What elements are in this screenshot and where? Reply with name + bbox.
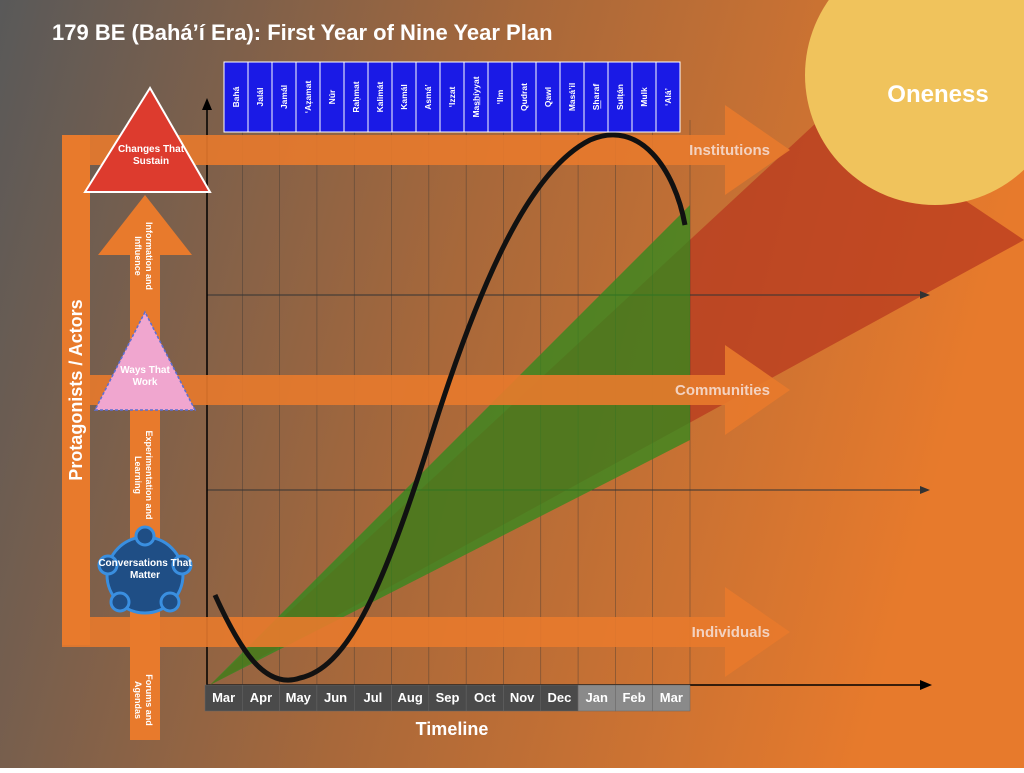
month-cell (615, 684, 653, 712)
month-label: Oct (474, 690, 496, 705)
month-label: Jun (324, 690, 347, 705)
bahai-month-label: Jalál (255, 88, 265, 107)
stage-label: Ways That Work (120, 365, 170, 388)
bahai-month-cell (247, 61, 273, 133)
level-label: Communities (675, 382, 770, 399)
month-cell (465, 684, 504, 712)
bahai-month-label: ‘Alá’ (663, 88, 673, 106)
bahai-month-label: Mas͟híyyat (471, 76, 481, 117)
bahai-month-label: Raḥmat (351, 81, 361, 112)
x-axis-label: Timeline (416, 719, 489, 739)
bahai-month-cell (223, 61, 249, 133)
month-label: Mar (212, 690, 235, 705)
side-label: Protagonists / Actors (66, 299, 86, 480)
bahai-month-cell (343, 61, 369, 133)
top-pyramid (83, 86, 212, 193)
month-label: Feb (622, 690, 645, 705)
bahai-month-label: Qudrat (519, 83, 529, 111)
s-curve (212, 132, 688, 683)
transition-label: Information andInfluence (133, 222, 154, 290)
transition-label: Forums andAgendas (133, 674, 154, 726)
bahai-month-label: S͟haraf (591, 84, 602, 111)
month-cell (503, 684, 542, 712)
level-label: Individuals (692, 624, 770, 641)
middle-pyramid (93, 310, 197, 411)
month-label: Dec (547, 690, 571, 705)
month-label: Aug (398, 690, 423, 705)
bahai-month-label: ‘Izzat (447, 86, 457, 107)
bahai-month-cell (319, 61, 345, 133)
bahai-month-cell (511, 61, 537, 133)
month-label: Nov (510, 690, 535, 705)
level-label: Institutions (689, 142, 770, 159)
stage-column (83, 86, 212, 740)
arrow-head (920, 680, 932, 690)
bahai-month-label: Bahá (231, 86, 241, 107)
bahai-month-label: Mulk (639, 87, 649, 107)
stage-label: Conversations That Matter (98, 558, 192, 581)
bahai-month-cell (583, 61, 609, 133)
month-label: Jan (586, 690, 608, 705)
bahai-month-label: ‘Aẓamat (303, 81, 313, 114)
bahai-month-cell (607, 61, 633, 133)
month-label: Jul (363, 690, 382, 705)
bahai-month-cell (487, 61, 513, 133)
wedge (210, 205, 690, 685)
node (97, 554, 119, 576)
goal-label: Oneness (887, 81, 988, 108)
arrow-head (920, 486, 930, 494)
bahai-month-label: Qawl (543, 87, 553, 107)
arrow-head (920, 291, 930, 299)
sun (805, 0, 1024, 205)
side-bar (62, 135, 90, 645)
month-cell (279, 684, 318, 712)
month-label: Apr (250, 690, 272, 705)
bahai-month-label: Kalimát (375, 81, 385, 112)
month-cell (316, 684, 355, 712)
month-cell (391, 684, 430, 712)
bahai-month-cell (655, 61, 681, 133)
bahai-month-cell (391, 61, 417, 133)
bahai-month-label: Jamál (279, 85, 289, 109)
stage-label: Changes That Sustain (118, 144, 185, 167)
bahai-month-cell (271, 61, 297, 133)
node (159, 591, 181, 613)
bahai-month-cell (631, 61, 657, 133)
bahai-month-label: Kamál (399, 84, 409, 110)
level-arrow (62, 105, 790, 195)
month-label: Mar (660, 690, 683, 705)
month-label: Sep (436, 690, 460, 705)
month-cell (353, 684, 392, 712)
transition-label: Experimentation andLearning (133, 430, 154, 519)
node (109, 591, 131, 613)
bahai-month-cell (535, 61, 561, 133)
bahai-month-label: Núr (327, 89, 337, 104)
month-cell (428, 684, 467, 712)
node (171, 554, 193, 576)
title: 179 BE (Bahá’í Era): First Year of Nine … (52, 20, 553, 45)
month-cell (652, 684, 691, 712)
month-label: May (286, 690, 312, 705)
node (134, 525, 156, 547)
month-cell (204, 684, 243, 712)
bahai-month-cell (463, 61, 489, 133)
bahai-month-label: ‘Ilm (495, 89, 505, 104)
level-arrows (62, 105, 790, 677)
bahai-month-cell (559, 61, 585, 133)
bahai-month-cell (367, 61, 393, 133)
month-cell (577, 684, 616, 712)
bahai-month-label: Masá’il (567, 83, 577, 111)
level-arrow (62, 587, 790, 677)
month-cell (540, 684, 579, 712)
column-head (98, 195, 192, 255)
level-arrow (62, 345, 790, 435)
bahai-month-label: Sulṭán (615, 84, 625, 110)
bahai-month-label: Asmá’ (423, 84, 433, 110)
month-cell (242, 684, 280, 712)
arrow-head (202, 98, 212, 110)
